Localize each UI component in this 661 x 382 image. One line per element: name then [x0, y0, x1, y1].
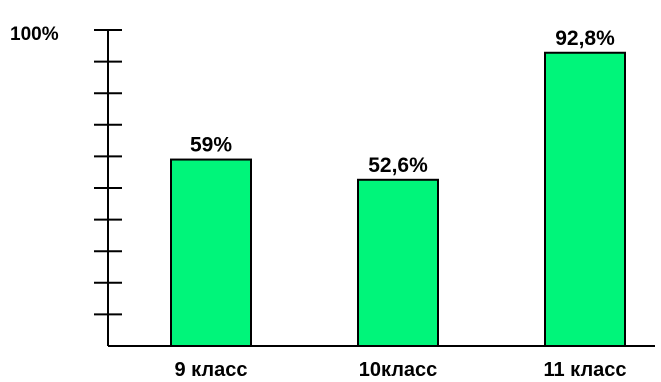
bars — [170, 51, 626, 347]
bar-2 — [357, 178, 439, 347]
value-labels: 59% 52,6% 92,8% — [190, 27, 615, 177]
bar-3 — [544, 51, 626, 347]
category-label-2: 10класс — [359, 359, 438, 381]
category-label-1: 9 класс — [174, 359, 247, 381]
x-axis-labels: 9 класс 10класс 11 класс — [174, 359, 626, 381]
value-label-2: 52,6% — [368, 154, 428, 177]
y-axis-ticks — [94, 29, 122, 316]
value-label-1: 59% — [190, 134, 232, 157]
y-axis-max-label: 100% — [10, 24, 59, 45]
bar-1 — [170, 158, 252, 347]
value-label-3: 92,8% — [555, 27, 615, 50]
category-label-3: 11 класс — [543, 359, 626, 381]
